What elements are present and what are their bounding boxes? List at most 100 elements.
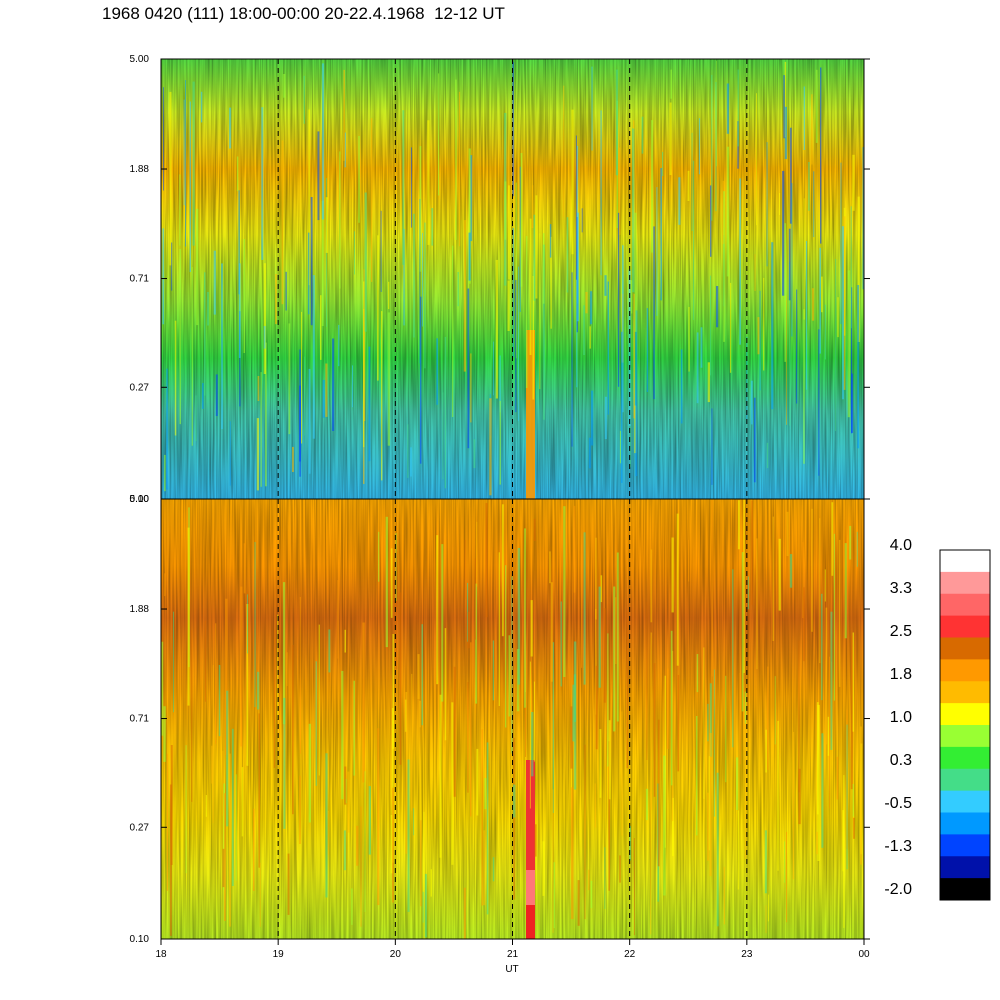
streak (164, 573, 166, 597)
streak (390, 815, 393, 874)
streak (221, 263, 223, 430)
streak (553, 862, 555, 929)
x-ticks: 18 19 20 21 22 23 00 (155, 939, 870, 960)
streak (530, 600, 533, 657)
streak (277, 614, 279, 720)
streak (413, 808, 415, 836)
streak (846, 724, 848, 870)
streak (493, 341, 494, 396)
streak (535, 195, 538, 299)
streak (837, 297, 839, 338)
streak (771, 242, 774, 410)
streak (452, 245, 454, 417)
streak (436, 535, 439, 685)
streak (364, 771, 366, 912)
colorbar-label: 4.0 (890, 537, 912, 554)
streak (671, 537, 674, 613)
streak (825, 607, 828, 745)
streak (257, 376, 260, 401)
colorbar (939, 549, 991, 901)
streak (215, 374, 218, 416)
streak (405, 692, 408, 854)
streak (474, 558, 476, 640)
streak (678, 177, 681, 225)
streak (241, 767, 244, 837)
streak (626, 611, 629, 769)
streak (662, 151, 664, 176)
streak (830, 611, 833, 750)
streak (469, 155, 473, 242)
streak (653, 663, 656, 797)
streak (819, 247, 821, 354)
streak (676, 513, 679, 666)
streak (261, 107, 264, 260)
y-tick-label: 5.00 (130, 54, 150, 65)
streak (588, 869, 590, 891)
streak (508, 185, 510, 280)
streak (315, 661, 317, 786)
streak (205, 795, 207, 817)
streak (318, 624, 320, 776)
streak (805, 241, 808, 390)
streak (786, 295, 787, 425)
streak (708, 756, 710, 851)
streak (310, 197, 313, 326)
streak (765, 729, 767, 773)
streak (344, 132, 346, 168)
streak (666, 668, 669, 749)
streak (419, 296, 422, 464)
streak (600, 110, 602, 276)
streak (575, 135, 577, 280)
colorbar-swatch (940, 834, 990, 857)
streak (688, 307, 690, 372)
streak (630, 280, 633, 314)
colorbar-swatch (940, 746, 990, 770)
streak (549, 224, 552, 258)
streak (844, 543, 847, 639)
streak (669, 102, 672, 176)
streak (380, 210, 382, 292)
streak (246, 604, 249, 766)
streak (171, 242, 173, 291)
streak (816, 831, 818, 855)
streak (308, 109, 310, 286)
streak (451, 702, 454, 865)
streak (463, 887, 466, 939)
streak (211, 745, 213, 784)
streak (343, 830, 346, 871)
streak (774, 676, 776, 745)
x-tick-label: 21 (507, 949, 519, 960)
streak (843, 775, 845, 928)
streak (243, 543, 246, 594)
streak (417, 654, 420, 699)
streak (512, 228, 514, 358)
streak (811, 288, 815, 321)
streak (617, 212, 620, 387)
streak (164, 454, 166, 492)
streak (381, 311, 383, 481)
streak (796, 289, 798, 404)
streak (533, 518, 536, 541)
streak (741, 552, 744, 712)
colorbar-swatch (940, 703, 990, 726)
streak (550, 582, 553, 682)
streak (529, 661, 531, 809)
streak (824, 304, 826, 360)
streak (213, 250, 216, 315)
streak (344, 766, 347, 805)
colorbar-swatch (940, 659, 990, 682)
streak (325, 197, 328, 253)
streak (549, 551, 551, 584)
streak (688, 539, 690, 582)
colorbar-label: -2.0 (884, 881, 912, 898)
streak (803, 309, 805, 464)
streak (292, 645, 294, 815)
streak (576, 212, 579, 322)
streak (353, 680, 355, 776)
streak (299, 385, 301, 462)
streak (698, 118, 701, 175)
streak (811, 94, 813, 165)
streak (475, 583, 478, 704)
streak (857, 285, 860, 449)
